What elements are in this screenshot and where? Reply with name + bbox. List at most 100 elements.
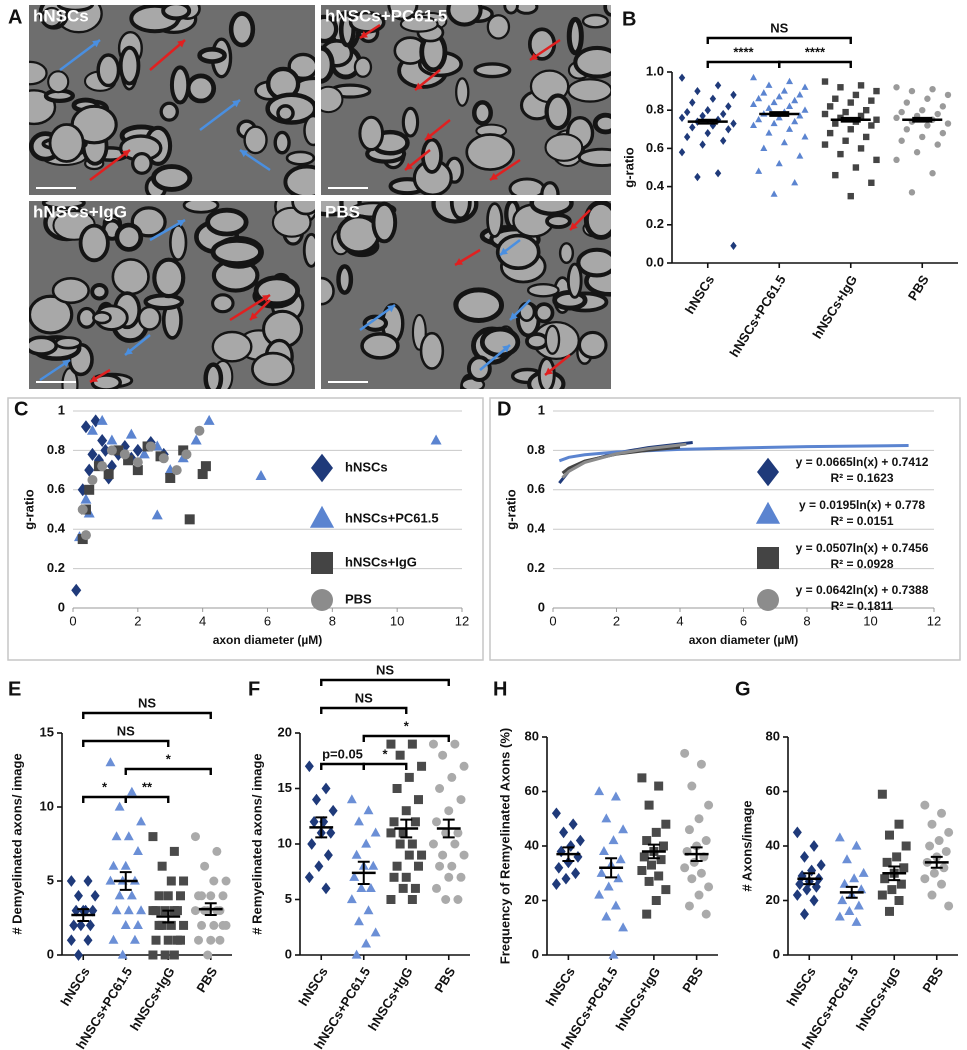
marker bbox=[105, 875, 116, 885]
marker bbox=[944, 827, 954, 837]
panel-frame bbox=[489, 397, 961, 661]
marker bbox=[901, 841, 911, 851]
error-bar bbox=[77, 908, 90, 922]
significance-label: * bbox=[166, 751, 172, 766]
axon bbox=[228, 11, 256, 48]
marker bbox=[163, 891, 173, 901]
y-tick-label: 0.4 bbox=[47, 521, 66, 536]
r-squared: R² = 0.0151 bbox=[830, 514, 893, 528]
axon bbox=[291, 200, 316, 216]
axon bbox=[276, 104, 295, 123]
marker bbox=[839, 878, 850, 888]
y-tick-label: 0 bbox=[532, 946, 539, 961]
significance-bracket bbox=[320, 762, 365, 770]
y-tick-label: 0.4 bbox=[646, 178, 665, 193]
axon bbox=[545, 213, 572, 229]
marker bbox=[138, 448, 150, 459]
marker bbox=[816, 859, 826, 871]
marker bbox=[919, 107, 926, 114]
marker bbox=[749, 73, 758, 81]
marker bbox=[894, 896, 904, 905]
marker bbox=[126, 890, 137, 900]
axon bbox=[518, 301, 536, 322]
marker bbox=[395, 839, 405, 849]
marker bbox=[444, 806, 454, 816]
marker bbox=[929, 85, 936, 93]
marker bbox=[132, 443, 143, 457]
marker bbox=[873, 87, 880, 95]
significance-label: * bbox=[102, 779, 108, 794]
marker bbox=[194, 425, 205, 436]
y-tick-label: 0.2 bbox=[47, 560, 65, 575]
marker bbox=[701, 836, 711, 846]
marker bbox=[837, 84, 844, 91]
y-axis-label: # Axons/image bbox=[739, 800, 754, 891]
marker bbox=[438, 750, 448, 760]
marker bbox=[898, 108, 905, 116]
axon bbox=[446, 4, 483, 27]
marker bbox=[111, 905, 122, 915]
arrow bbox=[229, 293, 271, 322]
marker bbox=[203, 414, 215, 425]
marker bbox=[644, 876, 654, 886]
axon bbox=[486, 202, 504, 238]
marker bbox=[618, 922, 629, 932]
marker bbox=[908, 189, 916, 196]
marker bbox=[924, 95, 931, 102]
y-tick-label: 0.8 bbox=[646, 102, 664, 117]
marker bbox=[678, 73, 686, 82]
marker bbox=[689, 98, 696, 107]
axon bbox=[473, 62, 512, 79]
significance-bracket bbox=[82, 711, 212, 719]
marker bbox=[730, 119, 737, 128]
axon bbox=[540, 181, 560, 196]
marker bbox=[796, 112, 804, 119]
marker bbox=[927, 819, 937, 829]
marker bbox=[601, 813, 612, 823]
arrow-head bbox=[62, 360, 70, 368]
error-bar bbox=[697, 118, 718, 125]
marker bbox=[450, 839, 460, 849]
marker bbox=[163, 935, 173, 945]
marker bbox=[680, 863, 690, 873]
error-bar bbox=[888, 865, 901, 882]
axon bbox=[78, 223, 110, 263]
marker bbox=[601, 911, 612, 921]
axon bbox=[54, 336, 82, 350]
marker bbox=[77, 504, 88, 515]
micrograph bbox=[28, 4, 316, 196]
marker bbox=[328, 804, 338, 817]
y-tick-label: 60 bbox=[525, 783, 539, 798]
marker bbox=[765, 104, 773, 111]
marker bbox=[856, 884, 867, 894]
marker bbox=[680, 748, 690, 758]
marker bbox=[255, 470, 267, 481]
axon bbox=[526, 282, 560, 298]
marker bbox=[884, 830, 894, 840]
marker bbox=[699, 140, 706, 149]
x-tick-label: PBS bbox=[919, 964, 946, 995]
axon bbox=[203, 362, 224, 390]
marker bbox=[66, 934, 76, 947]
axon bbox=[576, 247, 612, 278]
marker bbox=[432, 883, 442, 893]
significance-bracket bbox=[320, 678, 450, 686]
marker bbox=[456, 795, 466, 805]
axon bbox=[28, 335, 59, 356]
error-bar bbox=[400, 818, 413, 839]
marker bbox=[610, 900, 621, 910]
marker bbox=[725, 102, 732, 111]
axon bbox=[151, 164, 193, 192]
marker bbox=[770, 190, 778, 197]
marker bbox=[304, 760, 314, 773]
axon bbox=[41, 6, 63, 28]
marker bbox=[801, 83, 809, 90]
marker bbox=[596, 867, 607, 877]
significance-label: NS bbox=[355, 690, 373, 705]
equation: y = 0.0642ln(x) + 0.7388 bbox=[796, 583, 929, 597]
marker bbox=[126, 786, 137, 796]
y-tick-label: 1.0 bbox=[646, 63, 664, 78]
marker bbox=[351, 849, 362, 859]
marker bbox=[568, 818, 578, 831]
axon bbox=[169, 65, 191, 105]
